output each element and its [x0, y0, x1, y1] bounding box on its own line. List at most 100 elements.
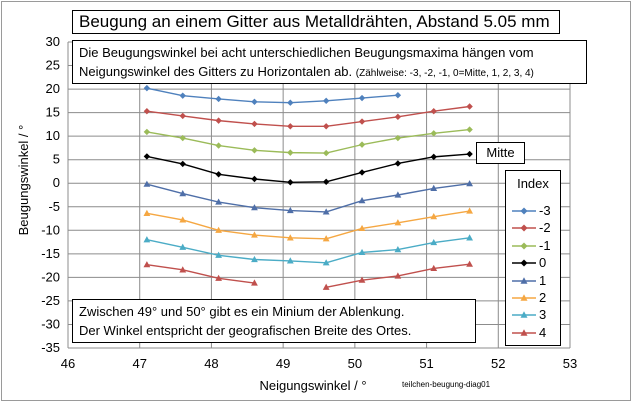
legend-label: -2	[539, 220, 551, 236]
legend-swatch	[512, 328, 536, 336]
data-point	[430, 130, 437, 137]
description-note: (Zählweise: -3, -2, -1, 0=Mitte, 1, 2, 3…	[355, 68, 534, 79]
data-point	[143, 84, 151, 92]
data-point	[322, 97, 330, 105]
data-point	[143, 128, 151, 136]
series-3	[143, 234, 473, 266]
legend-item: 0	[506, 255, 562, 271]
series-line	[146, 237, 470, 264]
x-tick-label: 52	[491, 356, 505, 371]
data-point	[179, 92, 186, 99]
data-point	[430, 264, 438, 272]
data-point	[143, 153, 151, 160]
data-point	[143, 209, 151, 216]
y-tick-label: -5	[48, 199, 60, 214]
data-point	[179, 160, 186, 168]
data-point	[179, 266, 187, 273]
series-line	[146, 153, 470, 183]
data-point	[466, 150, 473, 158]
legend-swatch	[512, 311, 536, 319]
data-point	[322, 283, 330, 290]
legend-marker	[520, 276, 528, 284]
annotation-line-1: Zwischen 49° und 50° gibt es ein Minium …	[79, 304, 405, 319]
data-point	[143, 108, 151, 115]
data-point	[358, 197, 366, 204]
legend-swatch	[512, 276, 536, 284]
data-point	[358, 141, 366, 148]
data-point	[143, 236, 151, 243]
data-point	[179, 243, 187, 250]
data-point	[287, 123, 294, 130]
data-point	[322, 208, 330, 215]
x-tick-label: 49	[276, 356, 290, 371]
series--2	[143, 103, 473, 130]
y-tick-label: -30	[41, 316, 60, 331]
series-line	[146, 128, 470, 154]
chart-title: Beugung an einem Gitter aus Metalldrähte…	[72, 10, 560, 34]
legend-item: 3	[506, 307, 562, 323]
data-point	[251, 98, 258, 105]
data-point	[358, 169, 366, 176]
data-point	[179, 112, 186, 120]
data-point	[358, 276, 366, 283]
legend-label: -1	[539, 237, 551, 253]
x-axis-label: Neigungswinkel / °	[259, 378, 366, 393]
legend-swatch	[512, 259, 536, 267]
data-point	[358, 248, 366, 256]
data-point	[251, 204, 258, 211]
series-line	[146, 210, 470, 240]
data-point	[251, 279, 258, 286]
data-point	[430, 184, 438, 192]
x-tick-label: 47	[132, 356, 146, 371]
x-tick-label: 53	[563, 356, 577, 371]
data-point	[430, 108, 437, 115]
legend-marker	[520, 224, 528, 232]
data-point	[143, 180, 151, 187]
data-point	[179, 134, 186, 142]
data-point	[394, 246, 402, 253]
legend-item: -1	[506, 238, 562, 254]
data-point	[215, 95, 222, 103]
x-tick-label: 48	[204, 356, 218, 371]
data-point	[215, 251, 222, 258]
data-point	[430, 153, 437, 161]
data-point	[286, 257, 294, 264]
data-point	[466, 207, 473, 214]
data-point	[215, 274, 222, 281]
data-point	[466, 180, 473, 187]
data-point	[358, 94, 366, 102]
y-tick-label: 5	[53, 152, 60, 167]
data-point	[466, 260, 473, 267]
data-point	[143, 261, 151, 268]
x-tick-label: 51	[419, 356, 433, 371]
data-point	[394, 191, 402, 198]
data-point	[322, 178, 330, 186]
description-box: Die Beugungswinkel bei acht unterschiedl…	[72, 40, 587, 84]
data-point	[215, 171, 222, 178]
series-2	[143, 207, 473, 242]
data-point	[322, 123, 330, 130]
data-point	[287, 99, 294, 106]
legend-marker	[520, 294, 528, 301]
data-point	[215, 226, 222, 233]
y-tick-label: 30	[46, 34, 60, 49]
y-tick-label: -15	[41, 246, 60, 261]
data-point	[179, 216, 187, 223]
data-point	[286, 234, 294, 241]
legend-marker	[520, 311, 528, 319]
series--3	[143, 84, 402, 106]
legend-marker	[520, 207, 528, 215]
legend-label: 3	[539, 307, 547, 323]
legend-label: -3	[539, 203, 551, 218]
data-point	[215, 198, 222, 205]
series-line	[146, 183, 470, 213]
series-line	[146, 105, 470, 127]
legend-item: -3	[506, 203, 562, 219]
data-point	[251, 120, 258, 128]
data-point	[394, 113, 402, 121]
data-point	[322, 259, 330, 266]
legend-swatch	[512, 294, 536, 301]
data-point	[358, 224, 366, 232]
x-tick-label: 46	[61, 356, 75, 371]
series-1	[143, 180, 473, 215]
